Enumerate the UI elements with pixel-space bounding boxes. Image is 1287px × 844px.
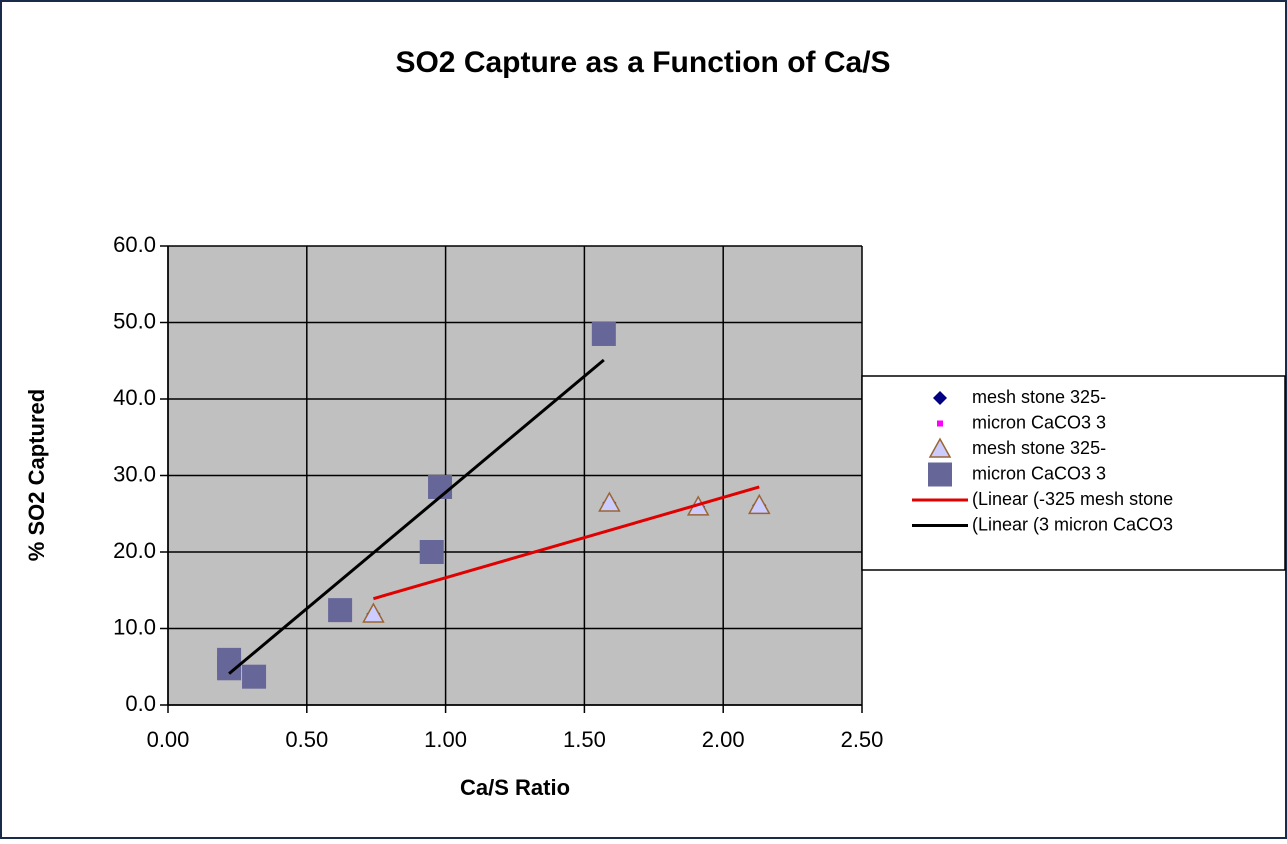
y-tick-label: 20.0 <box>113 538 156 563</box>
x-axis-label: Ca/S Ratio <box>460 775 570 800</box>
x-tick-label: 2.50 <box>841 727 884 752</box>
y-tick-label: 50.0 <box>113 308 156 333</box>
square-marker <box>419 540 444 564</box>
y-tick-label: 60.0 <box>113 232 156 257</box>
triangle-marker <box>928 437 952 458</box>
legend-label: micron CaCO3 3 <box>972 412 1106 432</box>
legend-label: (Linear (3 micron CaCO3 <box>972 514 1173 534</box>
square-marker <box>328 598 353 623</box>
x-tick-label: 0.50 <box>285 727 328 752</box>
x-tick-label: 1.50 <box>563 727 606 752</box>
legend-label: micron CaCO3 3 <box>972 463 1106 483</box>
diamond-marker <box>933 391 947 405</box>
x-tick-label: 2.00 <box>702 727 745 752</box>
square-marker <box>937 420 943 427</box>
trend-line <box>373 485 760 601</box>
y-tick-label: 30.0 <box>113 461 156 486</box>
square-marker <box>242 664 267 689</box>
square-marker <box>428 474 453 499</box>
chart-title: SO2 Capture as a Function of Ca/S <box>395 46 890 79</box>
legend-label: (Linear (-325 mesh stone <box>972 489 1173 509</box>
y-tick-label: 0.0 <box>125 691 156 716</box>
y-tick-label: 40.0 <box>113 385 156 410</box>
triangle-marker <box>362 602 385 623</box>
trend-line <box>228 358 605 675</box>
legend-label: mesh stone 325- <box>972 387 1106 407</box>
y-tick-label: 10.0 <box>113 614 156 639</box>
square-marker <box>928 462 952 487</box>
square-marker <box>591 321 616 346</box>
x-tick-label: 1.00 <box>424 727 467 752</box>
triangle-marker <box>748 493 771 515</box>
x-tick-label: 0.00 <box>147 727 190 752</box>
y-axis-label: % SO2 Captured <box>24 389 49 561</box>
legend-label: mesh stone 325- <box>972 438 1106 458</box>
triangle-marker <box>598 491 621 512</box>
